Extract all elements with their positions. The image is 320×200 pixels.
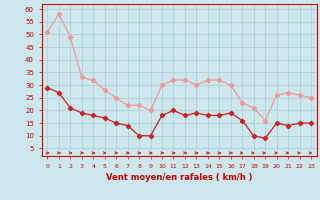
X-axis label: Vent moyen/en rafales ( km/h ): Vent moyen/en rafales ( km/h ) (106, 173, 252, 182)
